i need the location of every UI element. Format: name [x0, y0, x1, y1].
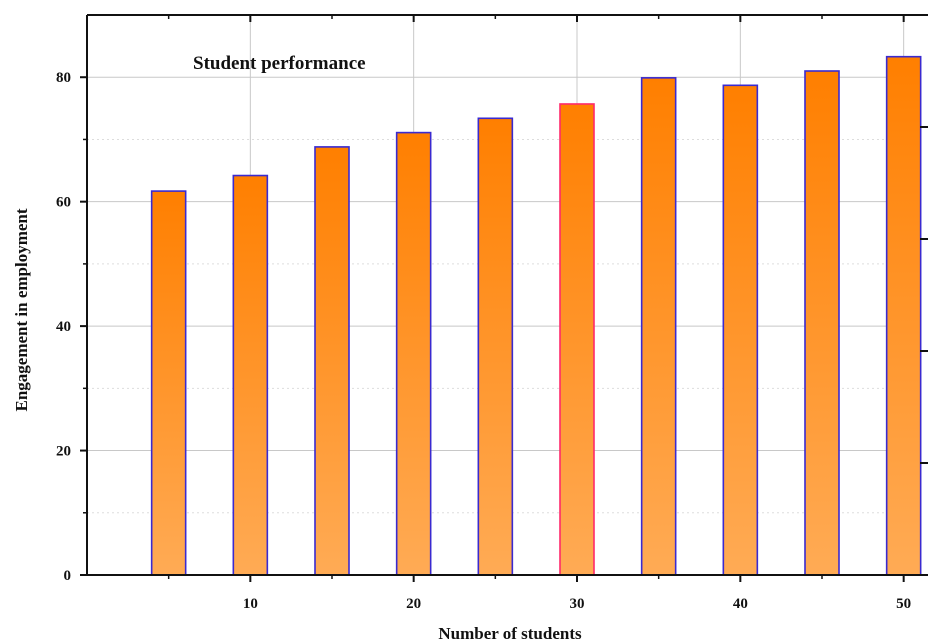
x-tick-label: 50 [896, 596, 911, 612]
bar [150, 190, 187, 576]
chart-title: Student performance [193, 53, 366, 74]
bar [477, 117, 514, 576]
bar [314, 146, 350, 576]
x-tick-label: 10 [243, 596, 258, 612]
x-tick-label: 40 [733, 596, 748, 612]
y-axis-title: Engagement in employment [12, 208, 31, 411]
y-tick-label: 40 [56, 319, 71, 335]
bar [885, 55, 922, 576]
bar [640, 77, 677, 576]
x-tick-label: 20 [406, 596, 421, 612]
y-tick-label: 20 [56, 444, 71, 460]
y-tick-label: 80 [56, 70, 71, 86]
bar [232, 174, 269, 576]
bar [804, 70, 840, 576]
bars [150, 55, 922, 576]
bar [722, 84, 759, 576]
tick-labels: 0 20 40 60 80 10 20 30 40 50 [56, 70, 911, 612]
y-tick-label: 0 [64, 568, 72, 584]
x-tick-label: 30 [570, 596, 585, 612]
x-axis-title: Number of students [438, 624, 582, 643]
y-tick-label: 60 [56, 195, 71, 211]
axes [80, 14, 928, 582]
bar [395, 131, 432, 576]
bar [559, 103, 595, 576]
